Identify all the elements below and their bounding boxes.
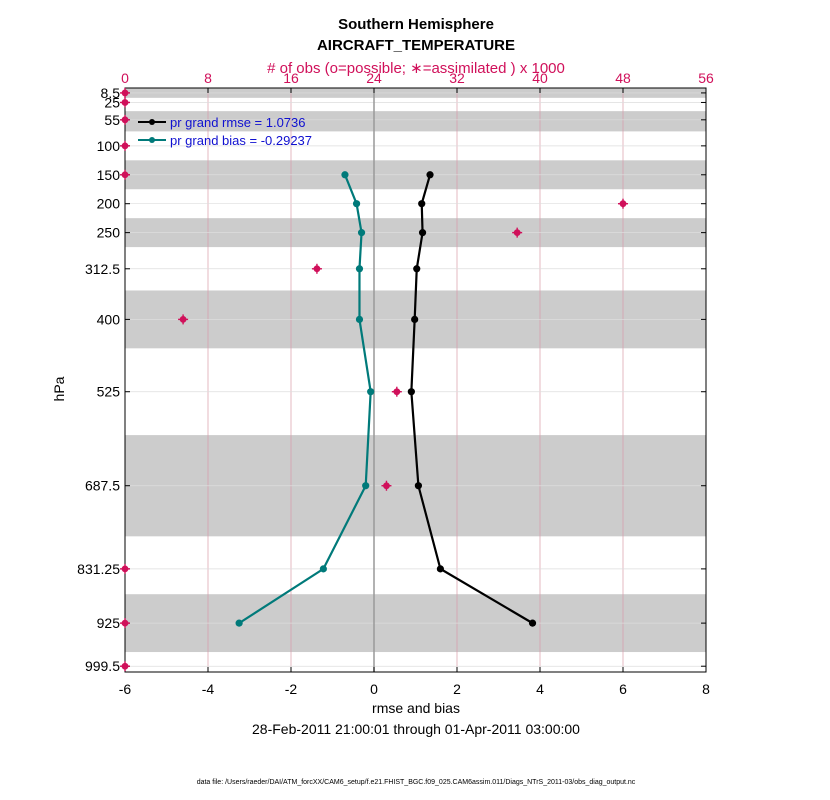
y-tick-label: 925 bbox=[97, 615, 121, 631]
bias-point bbox=[235, 619, 243, 627]
obs-count-marker bbox=[120, 661, 130, 672]
obs-count-marker bbox=[618, 198, 628, 209]
bias-point bbox=[352, 200, 361, 208]
bias-point bbox=[355, 315, 364, 324]
obs-markers bbox=[120, 87, 628, 672]
legend-rmse-label: pr grand rmse = 1.0736 bbox=[170, 115, 306, 130]
shaded-band bbox=[125, 111, 706, 132]
y-tick-label: 25 bbox=[104, 94, 120, 110]
y-tick-label: 312.5 bbox=[85, 261, 120, 277]
legend-rmse-marker bbox=[149, 119, 155, 125]
x-tick-label: 4 bbox=[536, 681, 544, 697]
obs-count-marker bbox=[120, 140, 130, 151]
x-tick-label: -4 bbox=[202, 681, 215, 697]
rmse-point bbox=[411, 315, 419, 324]
top-tick-label: 40 bbox=[532, 70, 548, 86]
rmse-point bbox=[528, 619, 537, 627]
obs-count-marker bbox=[120, 618, 130, 629]
top-tick-label: 16 bbox=[283, 70, 299, 86]
x-tick-label: 2 bbox=[453, 681, 461, 697]
y-tick-label: 55 bbox=[104, 112, 120, 128]
date-range: 28-Feb-2011 21:00:01 through 01-Apr-2011… bbox=[252, 721, 580, 737]
rmse-point bbox=[407, 388, 415, 396]
x-tick-label: -2 bbox=[285, 681, 298, 697]
x-tick-label: -6 bbox=[119, 681, 132, 697]
top-tick-label: 8 bbox=[204, 70, 212, 86]
y-tick-label: 525 bbox=[97, 384, 121, 400]
obs-count-marker bbox=[120, 169, 130, 180]
bias-point bbox=[362, 482, 370, 490]
obs-count-marker bbox=[381, 480, 392, 491]
rmse-point bbox=[414, 482, 423, 490]
bias-point bbox=[367, 388, 375, 396]
rmse-point bbox=[426, 171, 434, 179]
legend: pr grand rmse = 1.0736 pr grand bias = -… bbox=[138, 115, 312, 148]
series-lines bbox=[235, 171, 537, 627]
y-tick-label: 250 bbox=[97, 225, 121, 241]
obs-count-marker bbox=[120, 563, 130, 574]
y-tick-label: 400 bbox=[97, 311, 121, 327]
legend-bias-marker bbox=[149, 137, 155, 143]
x-tick-label: 8 bbox=[702, 681, 710, 697]
rmse-point bbox=[436, 565, 444, 573]
legend-bias-label: pr grand bias = -0.29237 bbox=[170, 133, 312, 148]
plot-frame bbox=[124, 87, 707, 673]
y-tick-label: 687.5 bbox=[85, 478, 120, 494]
y-tick-label: 8.5 bbox=[101, 85, 121, 101]
top-tick-label: 24 bbox=[366, 70, 382, 86]
top-tick-label: 0 bbox=[121, 70, 129, 86]
y-tick-label: 150 bbox=[97, 167, 121, 183]
rmse-point bbox=[418, 200, 426, 208]
obs-count-marker bbox=[120, 114, 130, 125]
obs-count-marker bbox=[120, 97, 130, 108]
y-tick-label: 831.25 bbox=[77, 561, 120, 577]
chart-subtitle: AIRCRAFT_TEMPERATURE bbox=[317, 37, 515, 54]
y-tick-label: 200 bbox=[97, 196, 121, 212]
obs-count-marker bbox=[391, 386, 402, 397]
obs-count-marker bbox=[512, 227, 523, 238]
top-tick-label: 48 bbox=[615, 70, 631, 86]
top-axis-label: # of obs (o=possible; ∗=assimilated ) x … bbox=[267, 60, 565, 77]
chart-title: Southern Hemisphere bbox=[338, 16, 494, 33]
x-tick-label: 0 bbox=[370, 681, 378, 697]
rmse-point bbox=[418, 229, 427, 237]
footer-data-file: data file: /Users/raeder/DAI/ATM_forcXX/… bbox=[197, 779, 636, 786]
bias-point bbox=[341, 171, 349, 179]
bias-point bbox=[319, 565, 327, 573]
bias-point bbox=[357, 229, 366, 237]
y-tick-label: 999.5 bbox=[85, 658, 120, 674]
y-tick-label: 100 bbox=[97, 138, 121, 154]
y-axis-label: hPa bbox=[51, 376, 67, 401]
obs-count-marker bbox=[311, 263, 322, 274]
shaded-bands bbox=[125, 88, 706, 653]
obs-count-marker bbox=[178, 314, 189, 325]
x-tick-label: 6 bbox=[619, 681, 627, 697]
x-axis-label: rmse and bias bbox=[372, 700, 460, 716]
top-tick-label: 32 bbox=[449, 70, 465, 86]
bias-point bbox=[355, 265, 364, 273]
obs-count-marker bbox=[120, 87, 130, 98]
top-tick-label: 56 bbox=[698, 70, 714, 86]
rmse-point bbox=[413, 265, 421, 273]
